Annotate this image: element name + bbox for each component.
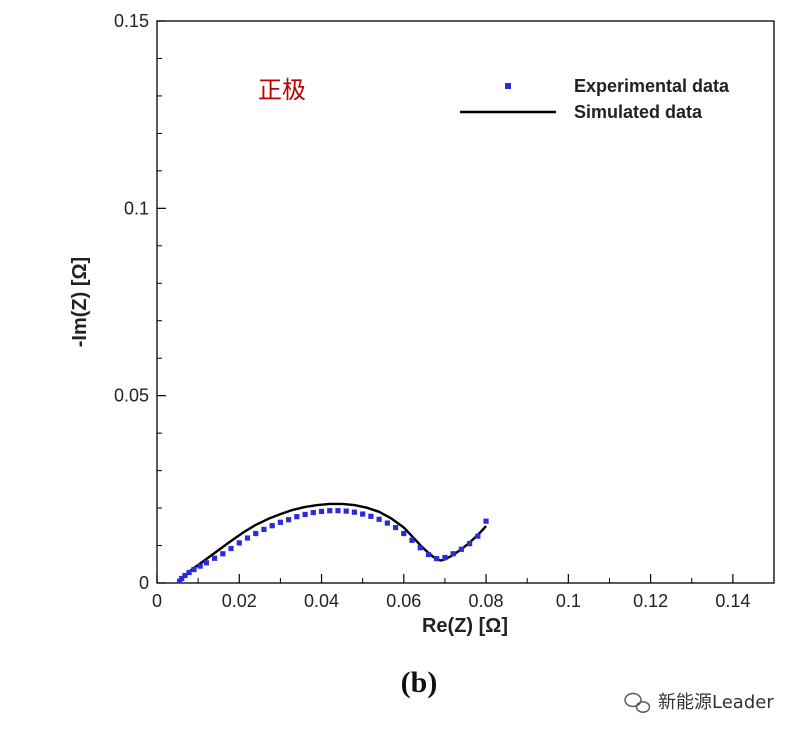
y-tick-label: 0 xyxy=(139,573,149,593)
experimental-data-point xyxy=(228,545,234,552)
experimental-data-point xyxy=(203,560,209,566)
experimental-data-point xyxy=(191,566,197,573)
experimental-data-point xyxy=(302,511,308,518)
experimental-data-point xyxy=(343,508,349,514)
panel-label: (b) xyxy=(401,666,438,699)
watermark-text: 新能源Leader xyxy=(658,692,774,713)
legend: Experimental data Simulated data xyxy=(460,76,730,122)
experimental-data-point xyxy=(327,508,333,514)
plot-frame xyxy=(156,20,775,584)
y-axis: 0 0.05 0.1 0.15 xyxy=(114,11,166,593)
x-axis: 0 0.02 0.04 0.06 0.08 0.1 0.12 0.14 xyxy=(152,574,750,611)
experimental-data-point xyxy=(318,508,325,515)
y-tick-label: 0.05 xyxy=(114,386,149,406)
experimental-data-point xyxy=(186,569,192,576)
x-tick-label: 0.08 xyxy=(469,591,504,611)
experimental-data-point xyxy=(211,555,218,561)
experimental-data-point xyxy=(253,530,259,537)
experimental-data-point xyxy=(335,508,341,514)
experimental-data-point xyxy=(220,551,226,557)
y-tick-label: 0.15 xyxy=(114,11,149,31)
wechat-icon xyxy=(624,692,651,713)
experimental-data-point xyxy=(261,526,267,533)
experimental-data-point xyxy=(442,554,448,561)
experimental-data-point xyxy=(177,578,183,584)
series-layer xyxy=(177,502,489,584)
experimental-data-point xyxy=(269,523,275,529)
experimental-data-point xyxy=(368,513,374,519)
experimental-data-point xyxy=(277,519,283,525)
x-tick-label: 0.12 xyxy=(633,591,668,611)
experimental-data-point xyxy=(434,556,440,562)
experimental-data-point xyxy=(182,572,188,579)
experimental-data-point xyxy=(197,563,203,569)
experimental-data-point xyxy=(409,537,415,543)
experimental-data-point xyxy=(376,516,382,522)
legend-label-experimental: Experimental data xyxy=(574,76,730,96)
legend-label-simulated: Simulated data xyxy=(574,102,703,122)
y-tick-label: 0.1 xyxy=(124,198,149,218)
experimental-data-point xyxy=(294,514,300,520)
x-tick-label: 0.06 xyxy=(386,591,421,611)
x-axis-label: Re(Z) [Ω] xyxy=(422,615,508,637)
experimental-data-point xyxy=(179,575,185,582)
experimental-data-point xyxy=(467,541,473,547)
experimental-data-point xyxy=(450,551,456,557)
experimental-data-point xyxy=(425,551,432,558)
x-tick-label: 0 xyxy=(152,591,162,611)
annotation-positive-electrode: 正极 xyxy=(258,76,306,104)
experimental-data-point xyxy=(417,545,423,551)
x-tick-label: 0.02 xyxy=(222,591,257,611)
watermark: 新能源Leader xyxy=(624,692,774,713)
legend-marker-experimental xyxy=(505,83,511,89)
experimental-data-point xyxy=(360,511,366,517)
experimental-data-point xyxy=(310,509,316,516)
experimental-data-point xyxy=(475,533,481,539)
experimental-data-point xyxy=(401,530,407,537)
experimental-data-point xyxy=(483,518,489,524)
experimental-data-point xyxy=(244,535,251,541)
experimental-data-point xyxy=(458,546,464,552)
experimental-data-point xyxy=(236,540,242,546)
x-tick-label: 0.14 xyxy=(715,591,750,611)
experimental-data-point xyxy=(392,524,399,531)
x-tick-label: 0.04 xyxy=(304,591,339,611)
y-axis-label: -Im(Z) [Ω] xyxy=(69,257,91,347)
experimental-data-point xyxy=(351,509,358,515)
experimental-data-point xyxy=(384,520,390,526)
experimental-data-point xyxy=(286,517,292,523)
x-tick-label: 0.1 xyxy=(556,591,581,611)
